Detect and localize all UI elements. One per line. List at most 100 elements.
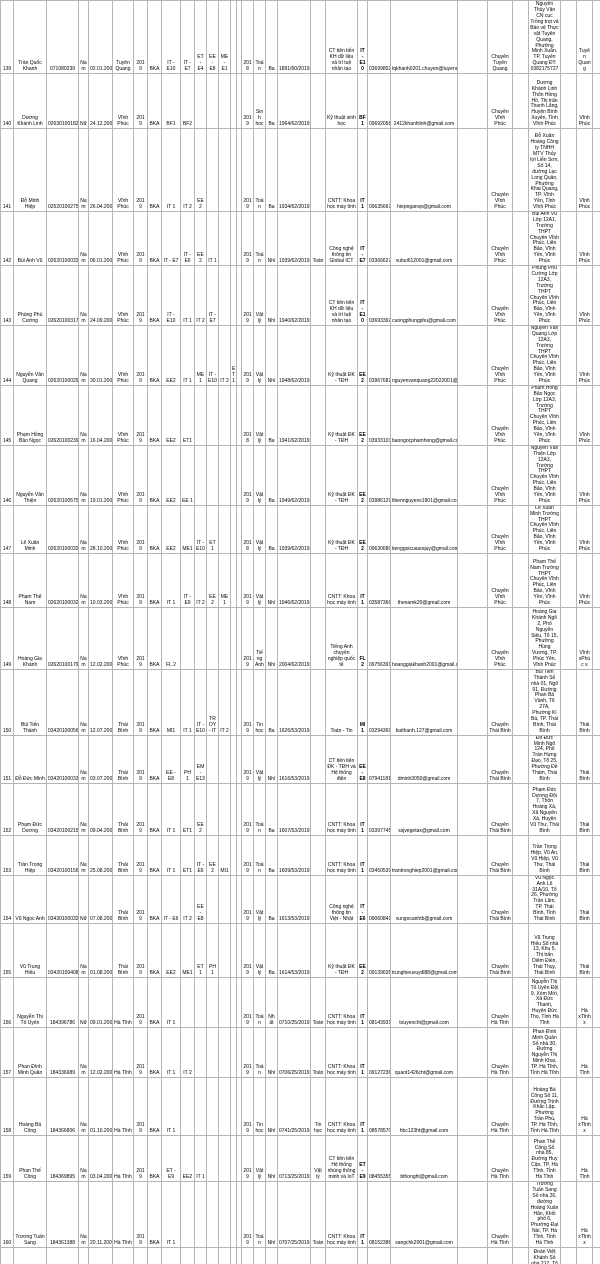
cell-nv2[interactable] [180, 1076, 195, 1136]
cell-prize[interactable]: Ba [265, 834, 278, 876]
cell-nv4[interactable] [206, 1246, 219, 1264]
cell-subject2[interactable] [310, 1246, 326, 1264]
cell-nv1[interactable]: IT 1 [161, 1076, 181, 1136]
cell-email[interactable]: hiepnganvp@gmail.com [390, 128, 458, 212]
cell-blank_b[interactable] [512, 325, 529, 386]
cell-school2[interactable]: Chuyên Thái Bình [487, 834, 513, 876]
cell-blank_a[interactable] [457, 325, 488, 386]
cell-nv4[interactable] [206, 874, 219, 924]
cell-year[interactable]: 2019 [133, 834, 148, 876]
cell-school2[interactable]: Chuyên Thái Bình [487, 734, 513, 784]
cell-year[interactable]: 2019 [133, 325, 148, 386]
cell-stt[interactable]: 140 [0, 73, 14, 129]
cell-contact[interactable]: Bùi Anh Vũ Lớp 12A1, Trường THPT Chuyên … [528, 210, 561, 267]
cell-nv5[interactable] [218, 504, 231, 554]
cell-year[interactable]: 2019 [133, 504, 148, 554]
cell-id[interactable]: 034201000338 [46, 734, 79, 784]
cell-nv2[interactable]: IT - E8 [180, 1246, 195, 1264]
cell-program[interactable]: Kỹ thuật ĐK - TĐH [325, 325, 358, 386]
cell-blank_b[interactable] [512, 782, 529, 836]
cell-gender[interactable]: Nữ [78, 976, 89, 1028]
cell-school[interactable]: BKA [147, 73, 162, 129]
cell-program[interactable]: CT tiên tiến Hệ thống nhúng thông minh v… [325, 1134, 358, 1182]
cell-dob[interactable]: 28.10.2001 [88, 504, 113, 554]
cell-school[interactable]: BKA [147, 325, 162, 386]
cell-program[interactable]: CNTT: Khoa học máy tính [325, 976, 358, 1028]
cell-blank_b[interactable] [512, 874, 529, 924]
cell-subject[interactable]: Vật lý [253, 874, 266, 924]
cell-nv5[interactable] [218, 874, 231, 924]
cell-id[interactable]: 026201000325 [46, 552, 79, 608]
cell-blank_d[interactable] [592, 73, 600, 129]
cell-name[interactable]: Hoàng Gia Khánh [13, 606, 47, 670]
cell-stt[interactable]: 148 [0, 552, 14, 608]
cell-prize[interactable]: Nhì [265, 1026, 278, 1078]
cell-blank_b[interactable] [512, 128, 529, 212]
cell-id[interactable]: 026201001793 [46, 606, 79, 670]
cell-ref[interactable]: 0741/25/2019 [277, 1076, 311, 1136]
cell-id[interactable]: 184369895 [46, 1134, 79, 1182]
cell-prize_year[interactable]: 2018 [241, 0, 254, 74]
cell-nv2[interactable]: IT 1 [180, 325, 195, 386]
cell-nv1[interactable]: IT - E10 [161, 0, 181, 74]
cell-contact[interactable]: Đỗ Đức Minh Ngõ 124, Phố Trần Hưng Đạo, … [528, 734, 561, 784]
cell-prize_year[interactable]: 2019 [241, 1026, 254, 1078]
cell-prize[interactable]: Nhì [265, 1076, 278, 1136]
cell-gender[interactable]: Nữ [78, 874, 89, 924]
cell-nv2[interactable]: IT - E6 [180, 210, 195, 267]
cell-gender[interactable]: Nam [78, 1134, 89, 1182]
cell-gender[interactable]: Nam [78, 325, 89, 386]
cell-id[interactable]: 026301001825 [46, 73, 79, 129]
cell-year[interactable]: 2019 [133, 73, 148, 129]
cell-province[interactable]: Vĩnh Phúc [112, 265, 134, 327]
cell-stt[interactable]: 147 [0, 504, 14, 554]
cell-school2[interactable]: Chuyên Vĩnh Phúc [487, 606, 513, 670]
cell-ref[interactable]: 1613/53/2019 [277, 874, 311, 924]
cell-prize[interactable]: Nhì [265, 552, 278, 608]
cell-prize[interactable]: Nhì [265, 1246, 278, 1264]
cell-province2[interactable]: Thái Bình [576, 782, 593, 836]
cell-province[interactable]: Thái Bình [112, 874, 134, 924]
cell-blank_d[interactable] [592, 0, 600, 74]
cell-contact[interactable]: Đỗ Xuân Hoàng Công ty TNHH MTV Thủy lợi … [528, 128, 561, 212]
cell-subject2[interactable]: Toán [310, 1180, 326, 1248]
cell-nv4[interactable] [206, 606, 219, 670]
cell-stt[interactable]: 161 [0, 1246, 14, 1264]
cell-nv4[interactable]: EE2 [206, 552, 219, 608]
cell-contact[interactable]: Hoàng Gia Khánh Ngõ 2, Phố Nguyễn Siêu, … [528, 606, 561, 670]
cell-nv2[interactable]: ET1 [180, 384, 195, 446]
cell-stt[interactable]: 160 [0, 1180, 14, 1248]
cell-id[interactable]: 184366806 [46, 1076, 79, 1136]
cell-program[interactable]: CT tiên tiến KH dữ liệu và trí tuệ nhân … [325, 0, 358, 74]
cell-stt[interactable]: 159 [0, 1134, 14, 1182]
cell-program[interactable]: CNTT: Khoa học máy tính [325, 1180, 358, 1248]
cell-program[interactable]: Công nghệ thông tin Việt - Nhật [325, 874, 358, 924]
cell-nv2[interactable] [180, 1180, 195, 1248]
cell-email[interactable]: baongocphamhong@gmail.com [390, 384, 458, 446]
cell-phone[interactable]: 0912723608 [367, 1026, 391, 1078]
cell-gender[interactable]: Nam [78, 0, 89, 74]
cell-code[interactable]: IT - E10 [357, 0, 368, 74]
cell-year[interactable]: 2019 [133, 922, 148, 978]
cell-contact[interactable]: Nguyễn Văn Thiện Lớp 12A3, Trường THPT C… [528, 444, 561, 506]
cell-prize[interactable]: Ba [265, 782, 278, 836]
cell-code[interactable]: EE2 [357, 325, 368, 386]
cell-province2[interactable]: Vĩnh Phúc [576, 73, 593, 129]
cell-province2[interactable]: Hà Tĩnh [576, 1134, 593, 1182]
cell-nv4[interactable]: TROY - IT [206, 668, 219, 736]
cell-prize[interactable]: Nhì [265, 1134, 278, 1182]
cell-stt[interactable]: 156 [0, 976, 14, 1028]
cell-stt[interactable]: 145 [0, 384, 14, 446]
cell-program[interactable]: CNTT: Khoa học máy tính [325, 552, 358, 608]
cell-code[interactable]: EE - E8 [357, 734, 368, 784]
cell-gender[interactable]: Nam [78, 384, 89, 446]
cell-gender[interactable]: Nam [78, 1076, 89, 1136]
cell-province[interactable]: Thái Bình [112, 834, 134, 876]
cell-name[interactable]: Phạm Thế Nam [13, 552, 47, 608]
cell-prize_year[interactable]: 2019 [241, 210, 254, 267]
cell-nv2[interactable]: ME1 [180, 922, 195, 978]
cell-blank_c[interactable] [560, 210, 577, 267]
cell-prize_year[interactable]: 2018 [241, 384, 254, 446]
cell-school[interactable]: BKA [147, 782, 162, 836]
cell-year[interactable]: 2019 [133, 210, 148, 267]
